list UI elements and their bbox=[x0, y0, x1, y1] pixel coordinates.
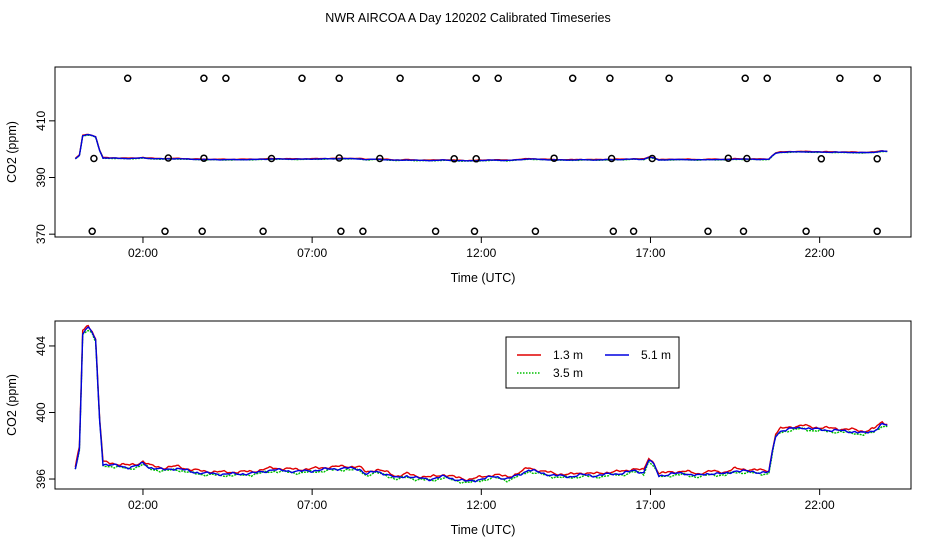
calibration-point-35 bbox=[359, 227, 367, 236]
calibration-point-27 bbox=[743, 154, 751, 163]
bottom-y-axis-label: CO2 (ppm) bbox=[5, 374, 19, 436]
calibration-point-21 bbox=[450, 155, 458, 163]
calibration-point-14 bbox=[873, 74, 881, 83]
calibration-point-3 bbox=[298, 74, 306, 83]
y-tick-label-0-2: 410 bbox=[34, 111, 48, 131]
calibration-point-38 bbox=[531, 227, 540, 236]
top-y-axis-label: CO2 (ppm) bbox=[5, 121, 19, 183]
calibration-point-20 bbox=[376, 154, 384, 163]
x-tick-label-0-3: 17:00 bbox=[635, 246, 665, 260]
calibration-point-39 bbox=[609, 227, 618, 236]
calibration-point-36 bbox=[431, 227, 440, 236]
series-line-5-1-m bbox=[74, 326, 888, 483]
calibration-point-1 bbox=[200, 74, 208, 83]
x-tick-label-1-2: 12:00 bbox=[466, 498, 496, 512]
calibration-point-5 bbox=[396, 74, 404, 83]
legend-label-3-5m: 3.5 m bbox=[553, 366, 583, 380]
top-series-line-5-1-m bbox=[74, 133, 888, 162]
calibration-point-18 bbox=[267, 154, 276, 163]
top-series-line-1-3-m bbox=[74, 133, 888, 162]
top-x-axis-label: Time (UTC) bbox=[451, 271, 516, 285]
top-calibration-layer bbox=[88, 74, 881, 236]
calibration-point-33 bbox=[259, 227, 267, 236]
x-tick-label-0-0: 02:00 bbox=[128, 246, 158, 260]
x-tick-label-0-4: 22:00 bbox=[805, 246, 835, 260]
calibration-point-9 bbox=[606, 74, 614, 83]
calibration-point-42 bbox=[739, 227, 748, 236]
legend-label-1-3m: 1.3 m bbox=[553, 348, 583, 362]
calibration-point-29 bbox=[873, 155, 881, 163]
calibration-point-25 bbox=[648, 154, 656, 163]
calibration-point-44 bbox=[873, 227, 881, 236]
calibration-point-30 bbox=[88, 227, 96, 236]
top-series-layer bbox=[74, 133, 888, 162]
legend-label-5-1m: 5.1 m bbox=[641, 348, 671, 362]
calibration-point-15 bbox=[90, 154, 98, 163]
top-axes-layer: 02:00 07:00 12:00 17:00 22:00 370 390 410 bbox=[34, 111, 835, 260]
calibration-point-8 bbox=[568, 74, 577, 83]
calibration-point-12 bbox=[763, 74, 771, 83]
y-tick-label-0-0: 370 bbox=[34, 224, 48, 244]
calibration-point-32 bbox=[198, 227, 206, 236]
top-series-line-3-5-m bbox=[74, 134, 888, 162]
bottom-x-axis-label: Time (UTC) bbox=[451, 523, 516, 537]
calibration-point-16 bbox=[164, 154, 173, 162]
x-tick-label-0-2: 12:00 bbox=[466, 246, 496, 260]
calibration-point-7 bbox=[494, 74, 502, 83]
x-tick-label-0-1: 07:00 bbox=[297, 246, 327, 260]
calibration-point-0 bbox=[123, 74, 132, 83]
legend: 1.3 m 3.5 m 5.1 m bbox=[505, 336, 680, 389]
calibration-point-17 bbox=[200, 154, 208, 162]
calibration-point-22 bbox=[472, 155, 480, 163]
y-tick-label-1-0: 396 bbox=[34, 469, 48, 489]
x-tick-label-1-1: 07:00 bbox=[297, 498, 327, 512]
calibration-point-10 bbox=[665, 74, 673, 83]
calibration-point-23 bbox=[550, 154, 558, 162]
legend-box bbox=[505, 336, 680, 389]
top-plot-frame bbox=[54, 66, 912, 238]
calibration-point-13 bbox=[836, 74, 844, 83]
calibration-point-26 bbox=[724, 154, 733, 162]
x-tick-label-1-3: 17:00 bbox=[635, 498, 665, 512]
y-tick-label-0-1: 390 bbox=[34, 167, 48, 187]
calibration-point-43 bbox=[802, 227, 810, 236]
y-tick-label-1-1: 400 bbox=[34, 402, 48, 422]
x-tick-label-1-0: 02:00 bbox=[128, 498, 158, 512]
calibration-point-37 bbox=[470, 227, 479, 236]
calibration-point-41 bbox=[704, 227, 712, 236]
calibration-point-31 bbox=[161, 227, 169, 236]
calibration-point-19 bbox=[335, 154, 343, 162]
calibration-point-11 bbox=[741, 74, 749, 83]
top-panel: 02:00 07:00 12:00 17:00 22:00 370 390 410 Time … bbox=[5, 66, 912, 285]
bottom-panel: 02:00 07:00 12:00 17:00 22:00 396 400 404 Time … bbox=[5, 320, 912, 537]
series-line-1-3-m bbox=[74, 324, 888, 482]
x-tick-label-1-4: 22:00 bbox=[805, 498, 835, 512]
figure-title: NWR AIRCOA A Day 120202 Calibrated Times… bbox=[325, 11, 611, 25]
calibration-point-24 bbox=[607, 154, 616, 163]
calibration-point-2 bbox=[222, 74, 230, 83]
calibration-point-6 bbox=[472, 74, 480, 83]
bottom-axes-layer: 02:00 07:00 12:00 17:00 22:00 396 400 404 bbox=[34, 336, 835, 512]
calibration-point-34 bbox=[337, 227, 345, 236]
bottom-plot-frame bbox=[54, 320, 912, 490]
series-line-3-5-m bbox=[74, 329, 888, 484]
calibration-point-4 bbox=[335, 74, 343, 83]
calibration-point-40 bbox=[629, 227, 638, 236]
bottom-series-layer bbox=[74, 324, 888, 484]
y-tick-label-1-2: 404 bbox=[34, 336, 48, 356]
calibration-point-28 bbox=[817, 155, 826, 163]
